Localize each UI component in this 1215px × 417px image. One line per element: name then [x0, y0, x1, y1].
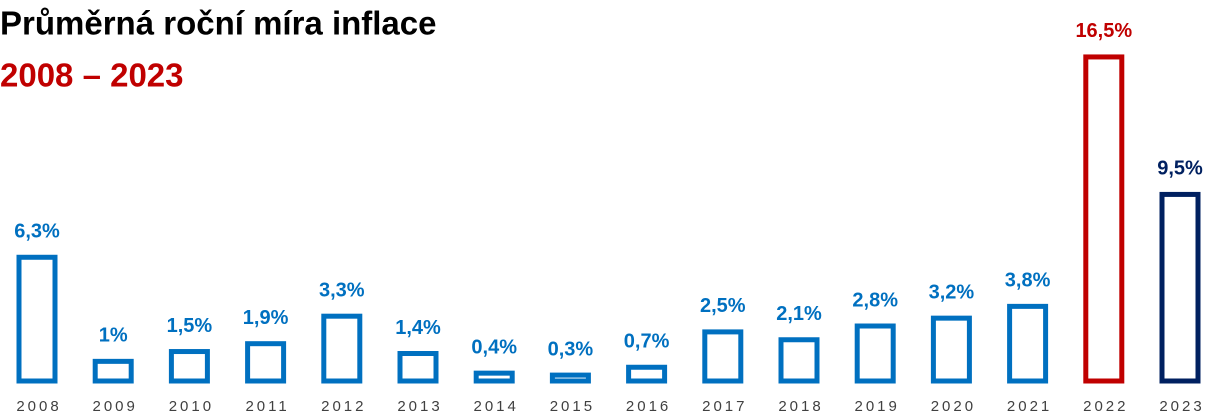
value-label: 6,3% — [14, 221, 60, 243]
value-label: 3,2% — [929, 281, 975, 303]
chart-subtitle: 2008 – 2023 — [0, 57, 184, 94]
x-tick-label: 2023 — [1159, 398, 1204, 415]
bar — [16, 254, 58, 384]
x-tick-label: 2019 — [855, 398, 900, 415]
x-tick-label: 2011 — [245, 398, 289, 415]
value-label: 2,5% — [700, 295, 746, 317]
x-tick-label: 2013 — [397, 398, 442, 415]
bar — [168, 349, 210, 384]
bar — [626, 364, 668, 384]
bar — [1159, 191, 1201, 384]
bar — [549, 372, 591, 384]
value-label: 1,4% — [395, 317, 441, 339]
value-label: 1,5% — [167, 315, 213, 337]
bar — [321, 313, 363, 384]
x-tick-label: 2021 — [1007, 398, 1052, 415]
bar — [854, 323, 896, 384]
bar — [473, 370, 515, 384]
x-tick-label: 2020 — [931, 398, 976, 415]
chart-title: Průměrná roční míra inflace — [0, 5, 437, 42]
x-tick-label: 2018 — [778, 398, 823, 415]
bar — [1083, 54, 1125, 384]
x-tick-label: 2016 — [626, 398, 671, 415]
x-tick-label: 2009 — [93, 398, 138, 415]
bar — [778, 337, 820, 384]
x-tick-label: 2015 — [550, 398, 595, 415]
x-tick-label: 2017 — [702, 398, 747, 415]
value-label: 16,5% — [1075, 20, 1132, 42]
bar — [397, 351, 439, 384]
x-tick-label: 2014 — [474, 398, 519, 415]
bar — [1007, 303, 1049, 384]
bar — [92, 358, 134, 384]
bar — [702, 329, 744, 384]
bar — [245, 341, 287, 384]
value-label: 0,3% — [548, 338, 594, 360]
x-tick-label: 2012 — [321, 398, 366, 415]
value-label: 3,8% — [1005, 270, 1051, 292]
value-label: 1% — [99, 325, 128, 347]
value-label: 9,5% — [1157, 158, 1203, 180]
value-label: 0,4% — [471, 336, 517, 358]
bar — [930, 315, 972, 384]
x-tick-label: 2010 — [169, 398, 214, 415]
x-tick-label: 2022 — [1083, 398, 1128, 415]
value-label: 2,8% — [852, 289, 898, 311]
value-label: 1,9% — [243, 307, 289, 329]
value-label: 2,1% — [776, 303, 822, 325]
value-label: 3,3% — [319, 279, 365, 301]
x-tick-label: 2008 — [16, 398, 61, 415]
value-label: 0,7% — [624, 331, 670, 353]
